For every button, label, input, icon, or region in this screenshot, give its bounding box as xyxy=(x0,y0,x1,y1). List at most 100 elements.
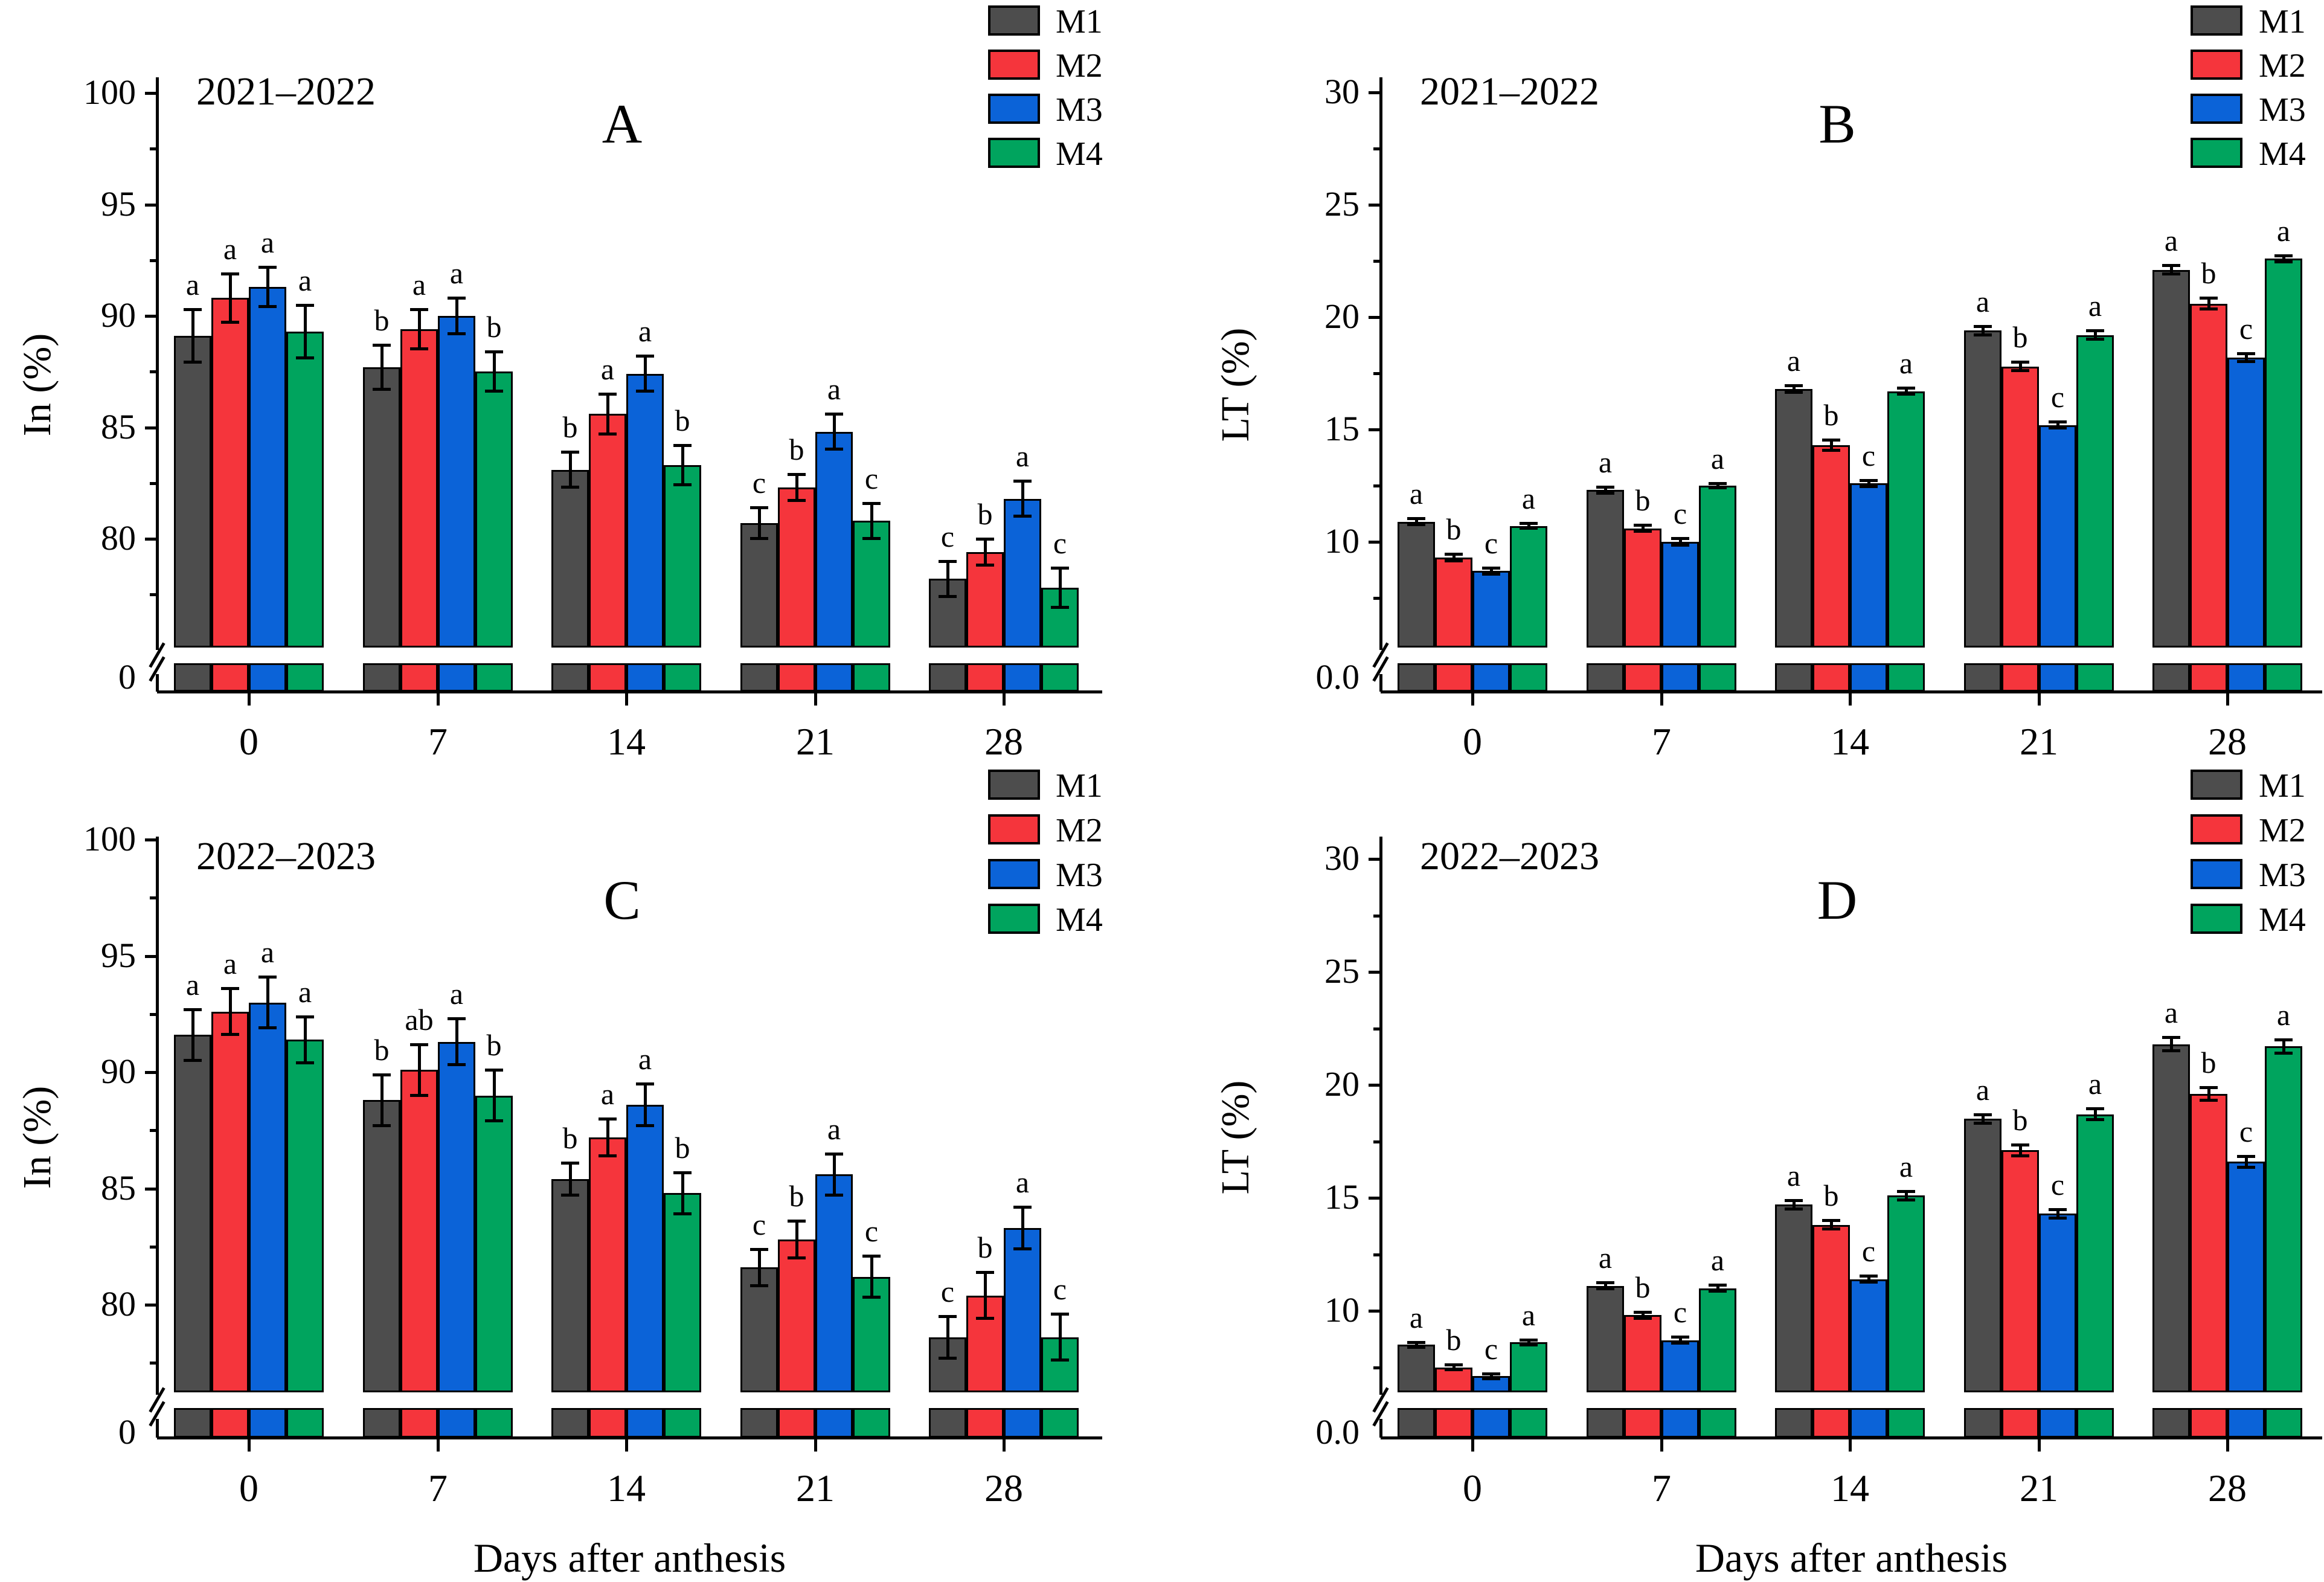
panel-B-y-tick-label: 25 xyxy=(1324,184,1359,223)
panel-A-sig-letter: b xyxy=(562,410,578,445)
panel-A-error-bar xyxy=(417,309,421,350)
panel-A-error-bar xyxy=(681,445,684,486)
panel-C-sig-letter: b xyxy=(675,1130,690,1165)
panel-D-x-tick-label: 0 xyxy=(1463,1467,1482,1510)
panel-C-bar-stub-M3-day28 xyxy=(1004,1408,1041,1438)
panel-D-letter: D xyxy=(1817,869,1858,931)
panel-B-error-cap-top xyxy=(2162,264,2180,268)
panel-C-error-cap-bottom xyxy=(258,1026,277,1029)
panel-C-y-major-tick xyxy=(145,1071,157,1074)
panel-A-error-cap-top xyxy=(1013,480,1032,483)
panel-B-y-zero-label: 0.0 xyxy=(1315,657,1360,696)
panel-A-bar-stub-M1-day28 xyxy=(929,663,966,692)
panel-D-legend-label-M2: M2 xyxy=(2259,812,2306,849)
panel-B-x-tick xyxy=(1849,693,1852,706)
panel-A-bar-stub-M1-day0 xyxy=(174,663,211,692)
panel-D-error-cap-top xyxy=(1897,1189,1915,1193)
panel-A-legend-swatch-M1 xyxy=(988,5,1040,36)
panel-B-sig-letter: a xyxy=(1976,284,1990,318)
panel-C-error-cap-top xyxy=(561,1162,579,1165)
panel-A-error-cap-bottom xyxy=(1013,515,1032,518)
panel-C-bar-M4-day7 xyxy=(475,1095,513,1392)
panel-C-error-bar xyxy=(832,1153,836,1196)
panel-C-error-cap-bottom xyxy=(636,1124,654,1127)
panel-A-bar-stub-M3-day28 xyxy=(1004,663,1041,692)
panel-D-bar-M3-day21 xyxy=(2039,1214,2076,1392)
panel-D-error-bar xyxy=(1641,1311,1645,1319)
panel-C-error-cap-top xyxy=(976,1271,994,1275)
panel-A-error-cap-top xyxy=(184,307,202,311)
panel-B-sig-letter: a xyxy=(1899,346,1913,381)
panel-C-error-cap-bottom xyxy=(296,1061,314,1064)
panel-D-error-bar xyxy=(1867,1276,1870,1283)
panel-A-bar-stub-M3-day14 xyxy=(626,663,664,692)
panel-D-sig-letter: b xyxy=(1446,1323,1462,1357)
panel-D-axis-break-gap xyxy=(1378,1395,1384,1419)
panel-C-sig-letter: a xyxy=(449,977,464,1011)
panel-C-bar-M3-day28 xyxy=(1004,1227,1041,1392)
panel-A-bar-stub-M1-day14 xyxy=(551,663,589,692)
panel-D-y-major-tick xyxy=(1369,971,1381,974)
panel-B-y-tick-label: 20 xyxy=(1324,297,1359,336)
panel-C-sig-letter: b xyxy=(562,1121,578,1156)
panel-A-x-tick xyxy=(1003,693,1006,706)
panel-A-bar-stub-M4-day28 xyxy=(1041,663,1079,692)
panel-D-y-minor-tick xyxy=(1373,1140,1381,1143)
panel-D-sig-letter: a xyxy=(1598,1241,1613,1275)
panel-D-y-major-tick xyxy=(1369,1197,1381,1200)
panel-D-bar-stub-M4-day0 xyxy=(1510,1408,1547,1438)
panel-D-error-bar xyxy=(1414,1342,1418,1348)
panel-C-y-tick-label: 85 xyxy=(101,1168,136,1207)
panel-B-error-cap-bottom xyxy=(1785,390,1803,394)
panel-B-y-axis-title: LT (%) xyxy=(1213,327,1257,442)
panel-B-y-minor-tick xyxy=(1373,147,1381,150)
panel-D-legend-swatch-M2 xyxy=(2191,814,2242,844)
panel-C-error-bar xyxy=(757,1249,761,1287)
panel-B-error-cap-top xyxy=(2200,297,2218,300)
panel-A-bar-M4-day0 xyxy=(286,331,324,648)
panel-B-bar-stub-M4-day21 xyxy=(2076,663,2114,692)
panel-A-error-cap-bottom xyxy=(939,594,957,598)
panel-D-y-tick-label: 15 xyxy=(1324,1177,1359,1217)
panel-C-y-tick-label: 90 xyxy=(101,1052,136,1091)
panel-D-error-cap-bottom xyxy=(1785,1207,1803,1211)
panel-D-error-cap-top xyxy=(2162,1036,2180,1040)
panel-A-error-cap-bottom xyxy=(410,347,428,351)
panel-B-sig-letter: c xyxy=(1484,526,1498,560)
panel-B-bar-M2-day14 xyxy=(1812,445,1850,648)
panel-A-error-cap-bottom xyxy=(561,486,579,489)
panel-B-bar-stub-M1-day7 xyxy=(1587,663,1624,692)
panel-D-error-cap-bottom xyxy=(2274,1051,2293,1055)
panel-B-bar-M4-day21 xyxy=(2076,335,2114,648)
panel-A-sig-letter: a xyxy=(827,372,841,407)
panel-D-sig-letter: a xyxy=(1899,1149,1913,1183)
panel-C-bar-stub-M4-day0 xyxy=(286,1408,324,1438)
panel-C-bar-M2-day21 xyxy=(778,1240,815,1392)
panel-C-error-cap-bottom xyxy=(788,1256,806,1259)
panel-A-bar-M2-day14 xyxy=(589,414,626,648)
panel-C-year-title: 2022–2023 xyxy=(196,834,376,878)
panel-D-bar-M4-day7 xyxy=(1699,1288,1736,1392)
panel-C-bar-M2-day0 xyxy=(211,1011,249,1392)
panel-B-error-bar xyxy=(1641,525,1645,532)
panel-D-error-cap-top xyxy=(2011,1143,2029,1147)
panel-D-sig-letter: a xyxy=(2276,998,2291,1032)
panel-D-x-tick xyxy=(1471,1439,1474,1452)
panel-D-sig-letter: a xyxy=(1521,1297,1536,1332)
panel-D-bar-M4-day21 xyxy=(2076,1114,2114,1392)
panel-C-error-cap-top xyxy=(862,1255,881,1258)
panel-A-bar-stub-M4-day14 xyxy=(664,663,701,692)
panel-C-bar-stub-M3-day21 xyxy=(815,1408,853,1438)
panel-B-error-cap-top xyxy=(2274,254,2293,257)
panel-A-y-major-tick xyxy=(145,203,157,207)
panel-B-bar-stub-M3-day28 xyxy=(2227,663,2265,692)
panel-B-bar-stub-M1-day28 xyxy=(2152,663,2190,692)
panel-C-bar-M3-day14 xyxy=(626,1104,664,1392)
panel-A-error-cap-top xyxy=(636,355,654,358)
panel-B-error-cap-top xyxy=(1407,516,1425,520)
panel-C-x-tick-label: 7 xyxy=(428,1467,448,1510)
panel-C-legend-label-M2: M2 xyxy=(1056,812,1103,849)
panel-A-y-tick-label: 85 xyxy=(101,407,136,446)
panel-B-error-cap-top xyxy=(1822,438,1840,442)
panel-B-sig-letter: c xyxy=(2050,379,2065,414)
